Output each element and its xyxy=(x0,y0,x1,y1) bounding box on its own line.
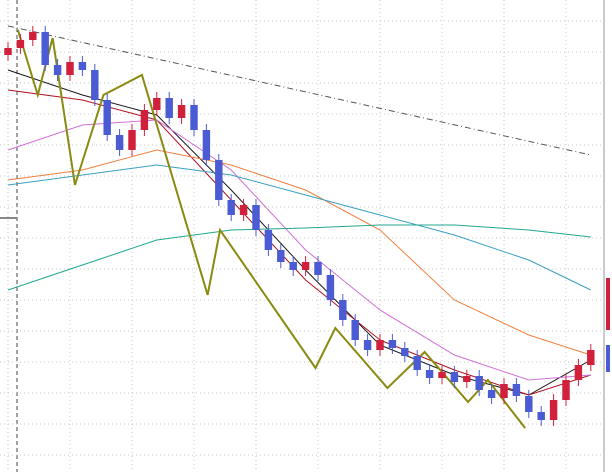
candle-body xyxy=(252,205,260,230)
candle-body xyxy=(29,32,37,40)
candle-body xyxy=(475,376,483,390)
candle-body xyxy=(525,396,533,412)
candle-body xyxy=(512,384,521,396)
price-marker xyxy=(606,278,610,330)
candle-body xyxy=(401,348,409,356)
indicator-line xyxy=(7,25,591,156)
indicator-line xyxy=(7,164,592,291)
candle-body xyxy=(190,105,198,130)
candle-body xyxy=(66,62,74,75)
candle-body xyxy=(215,160,223,200)
price-marker xyxy=(606,345,610,372)
candle-body xyxy=(264,230,273,250)
candle-body xyxy=(289,262,297,270)
candle-body xyxy=(41,32,49,65)
candle-body xyxy=(202,130,211,160)
candle-body xyxy=(376,340,384,350)
candle-body xyxy=(339,300,347,320)
candle-body xyxy=(537,412,545,420)
candle-body xyxy=(16,40,25,48)
candle-body xyxy=(363,340,372,350)
candle-body xyxy=(587,350,595,365)
candle-body xyxy=(500,384,508,398)
candle-body xyxy=(388,340,397,348)
candle-body xyxy=(450,372,459,382)
candle-body xyxy=(326,275,335,300)
candle-body xyxy=(277,250,285,262)
candle-body xyxy=(425,370,434,378)
candle-body xyxy=(53,65,62,75)
candle-body xyxy=(78,62,87,70)
candles xyxy=(4,26,595,426)
candle-body xyxy=(438,372,446,378)
candle-body xyxy=(314,262,322,275)
candle-body xyxy=(91,70,99,100)
candle-body xyxy=(301,262,310,270)
candle-body xyxy=(103,100,111,135)
candle-body xyxy=(115,135,124,150)
candle-body xyxy=(562,380,570,400)
candle-body xyxy=(153,98,161,110)
candle-body xyxy=(463,376,471,382)
indicator-line xyxy=(7,224,591,291)
indicator-line xyxy=(7,149,591,356)
indicator-line xyxy=(16,29,526,429)
candle-body xyxy=(128,130,136,150)
candle-body xyxy=(351,320,359,340)
candle-body xyxy=(549,400,558,420)
candle-body xyxy=(227,200,235,215)
candle-body xyxy=(4,48,12,55)
candle-body xyxy=(140,110,149,130)
candle-body xyxy=(574,365,583,380)
candle-body xyxy=(487,390,496,398)
candle-body xyxy=(413,356,421,370)
candle-body xyxy=(239,205,248,215)
candle-body xyxy=(165,98,173,118)
candle-body xyxy=(177,105,186,118)
